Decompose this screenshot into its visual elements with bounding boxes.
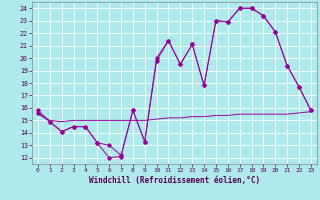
X-axis label: Windchill (Refroidissement éolien,°C): Windchill (Refroidissement éolien,°C) bbox=[89, 176, 260, 185]
